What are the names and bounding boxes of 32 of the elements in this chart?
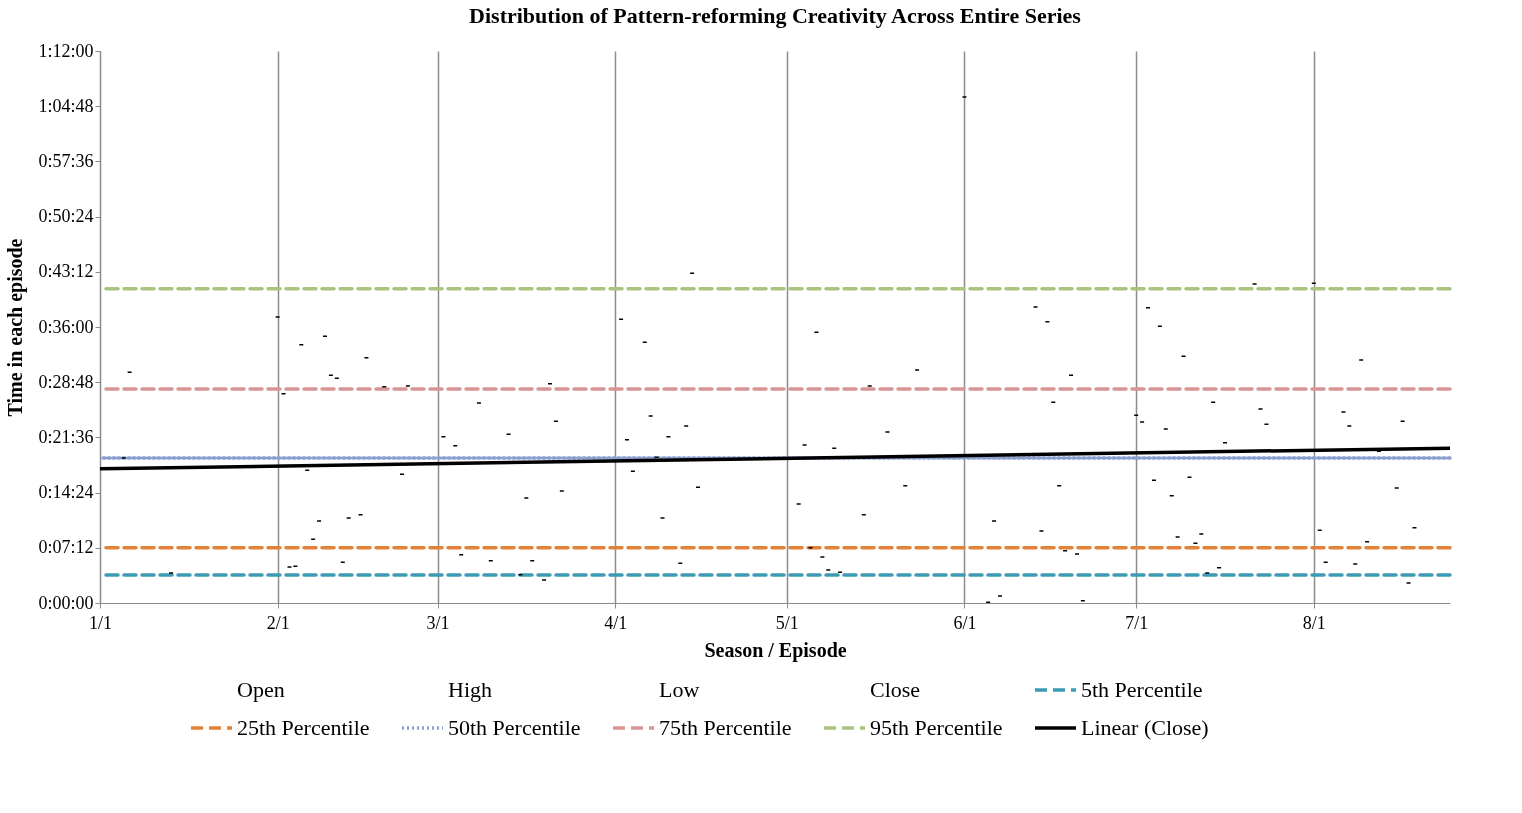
legend-label: 5th Percentile [1081, 677, 1203, 702]
y-axis-title: Time in each episode [4, 238, 28, 417]
x-tick-label: 1/1 [88, 612, 113, 633]
y-tick-label: 0:36:00 [38, 316, 94, 337]
y-tick-label: 0:28:48 [38, 371, 94, 392]
x-tick-label: 5/1 [775, 612, 799, 633]
y-tick-label: 0:50:24 [38, 206, 94, 227]
text: Close [870, 677, 921, 702]
legend-label: 50th Percentile [448, 715, 581, 740]
x-tick-label: 6/1 [953, 612, 977, 633]
legend-label: 25th Percentile [237, 715, 370, 740]
text: High [448, 677, 492, 702]
text: Low [659, 677, 700, 702]
legend-label: 95th Percentile [870, 715, 1003, 740]
legend-label: Linear (Close) [1081, 715, 1209, 740]
x-tick-label: 4/1 [604, 612, 628, 633]
chart-title: Distribution of Pattern-reforming Creativity Across Entire Series [469, 3, 1082, 28]
y-tick-label: 1:04:48 [38, 95, 94, 116]
y-tick-label: 0:00:00 [38, 592, 94, 613]
y-tick-label: 0:14:24 [38, 482, 94, 503]
x-axis-title: Season / Episode [704, 638, 847, 662]
legend-label: 75th Percentile [659, 715, 792, 740]
y-tick-label: 0:07:12 [38, 537, 94, 558]
text: Open [237, 677, 285, 702]
x-tick-label: 3/1 [426, 612, 450, 633]
y-tick-label: 0:21:36 [38, 426, 94, 447]
y-tick-label: 0:43:12 [38, 261, 94, 282]
y-tick-label: 0:57:36 [38, 150, 94, 171]
x-tick-label: 8/1 [1302, 612, 1326, 633]
x-tick-label: 7/1 [1125, 612, 1149, 633]
x-tick-label: 2/1 [266, 612, 290, 633]
y-tick-label: 1:12:00 [38, 40, 94, 61]
